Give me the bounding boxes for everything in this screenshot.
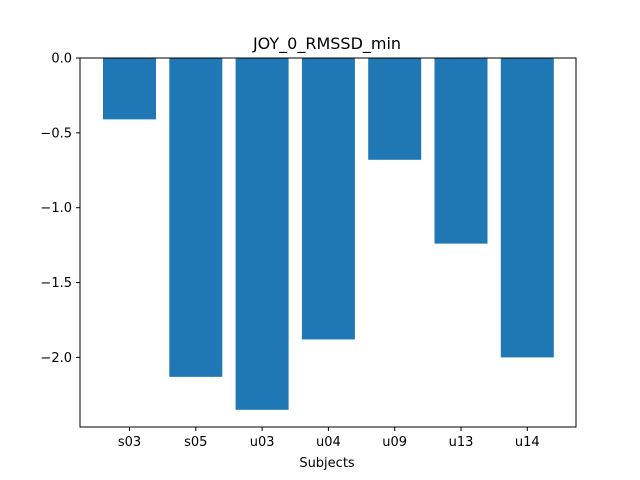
x-tick-label: u14 xyxy=(515,435,540,450)
y-tick-label: −1.0 xyxy=(40,201,72,216)
x-tick-label: s05 xyxy=(184,435,207,450)
bar-s03 xyxy=(103,58,156,120)
bar-u04 xyxy=(301,58,355,340)
y-tick-label: 0.0 xyxy=(51,52,72,67)
x-tick-label: u09 xyxy=(382,435,407,450)
chart-title: JOY_0_RMSSD_min xyxy=(252,34,401,54)
plot-frame xyxy=(79,57,577,428)
y-axis: 0.0 −0.5 −1.0 −1.5 −2.0 xyxy=(40,52,80,366)
bar-u03 xyxy=(235,58,289,410)
bars-group xyxy=(103,58,554,410)
x-tick-label: u03 xyxy=(250,435,275,450)
y-tick-label: −2.0 xyxy=(40,351,72,366)
bar-u13 xyxy=(434,58,488,244)
x-tick-label: u13 xyxy=(449,435,474,450)
x-tick-label: s03 xyxy=(118,435,141,450)
y-tick-label: −0.5 xyxy=(40,126,72,141)
x-axis-title: Subjects xyxy=(299,456,355,471)
y-tick-label: −1.5 xyxy=(40,276,72,291)
bar-u14 xyxy=(500,58,554,358)
bar-s05 xyxy=(169,58,223,377)
x-tick-label: u04 xyxy=(316,435,341,450)
x-axis: s03 s05 u03 u04 u09 u13 u14 xyxy=(118,427,540,450)
bar-u09 xyxy=(368,58,422,160)
